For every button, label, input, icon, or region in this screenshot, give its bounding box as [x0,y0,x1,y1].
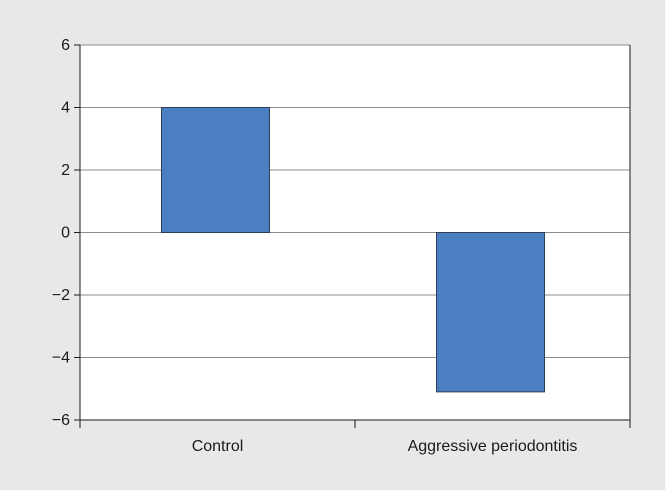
y-tick-label: −2 [52,287,70,304]
y-tick-label: −4 [52,350,70,367]
x-axis-tick-labels: Control Aggressive periodontitis [192,438,578,455]
bar [436,232,545,393]
x-tick-label: Control [192,438,244,455]
y-tick-label: −6 [52,412,70,429]
y-tick-label: 4 [61,100,70,117]
y-tick-label: 2 [61,162,70,179]
y-tick-label: 0 [61,225,70,242]
bar [161,107,270,233]
axes [74,44,631,428]
bars [161,107,545,393]
x-tick-label: Aggressive periodontitis [408,438,578,455]
y-axis-tick-labels: 6 4 2 0 −2 −4 −6 [52,37,70,429]
y-tick-label: 6 [61,37,70,54]
